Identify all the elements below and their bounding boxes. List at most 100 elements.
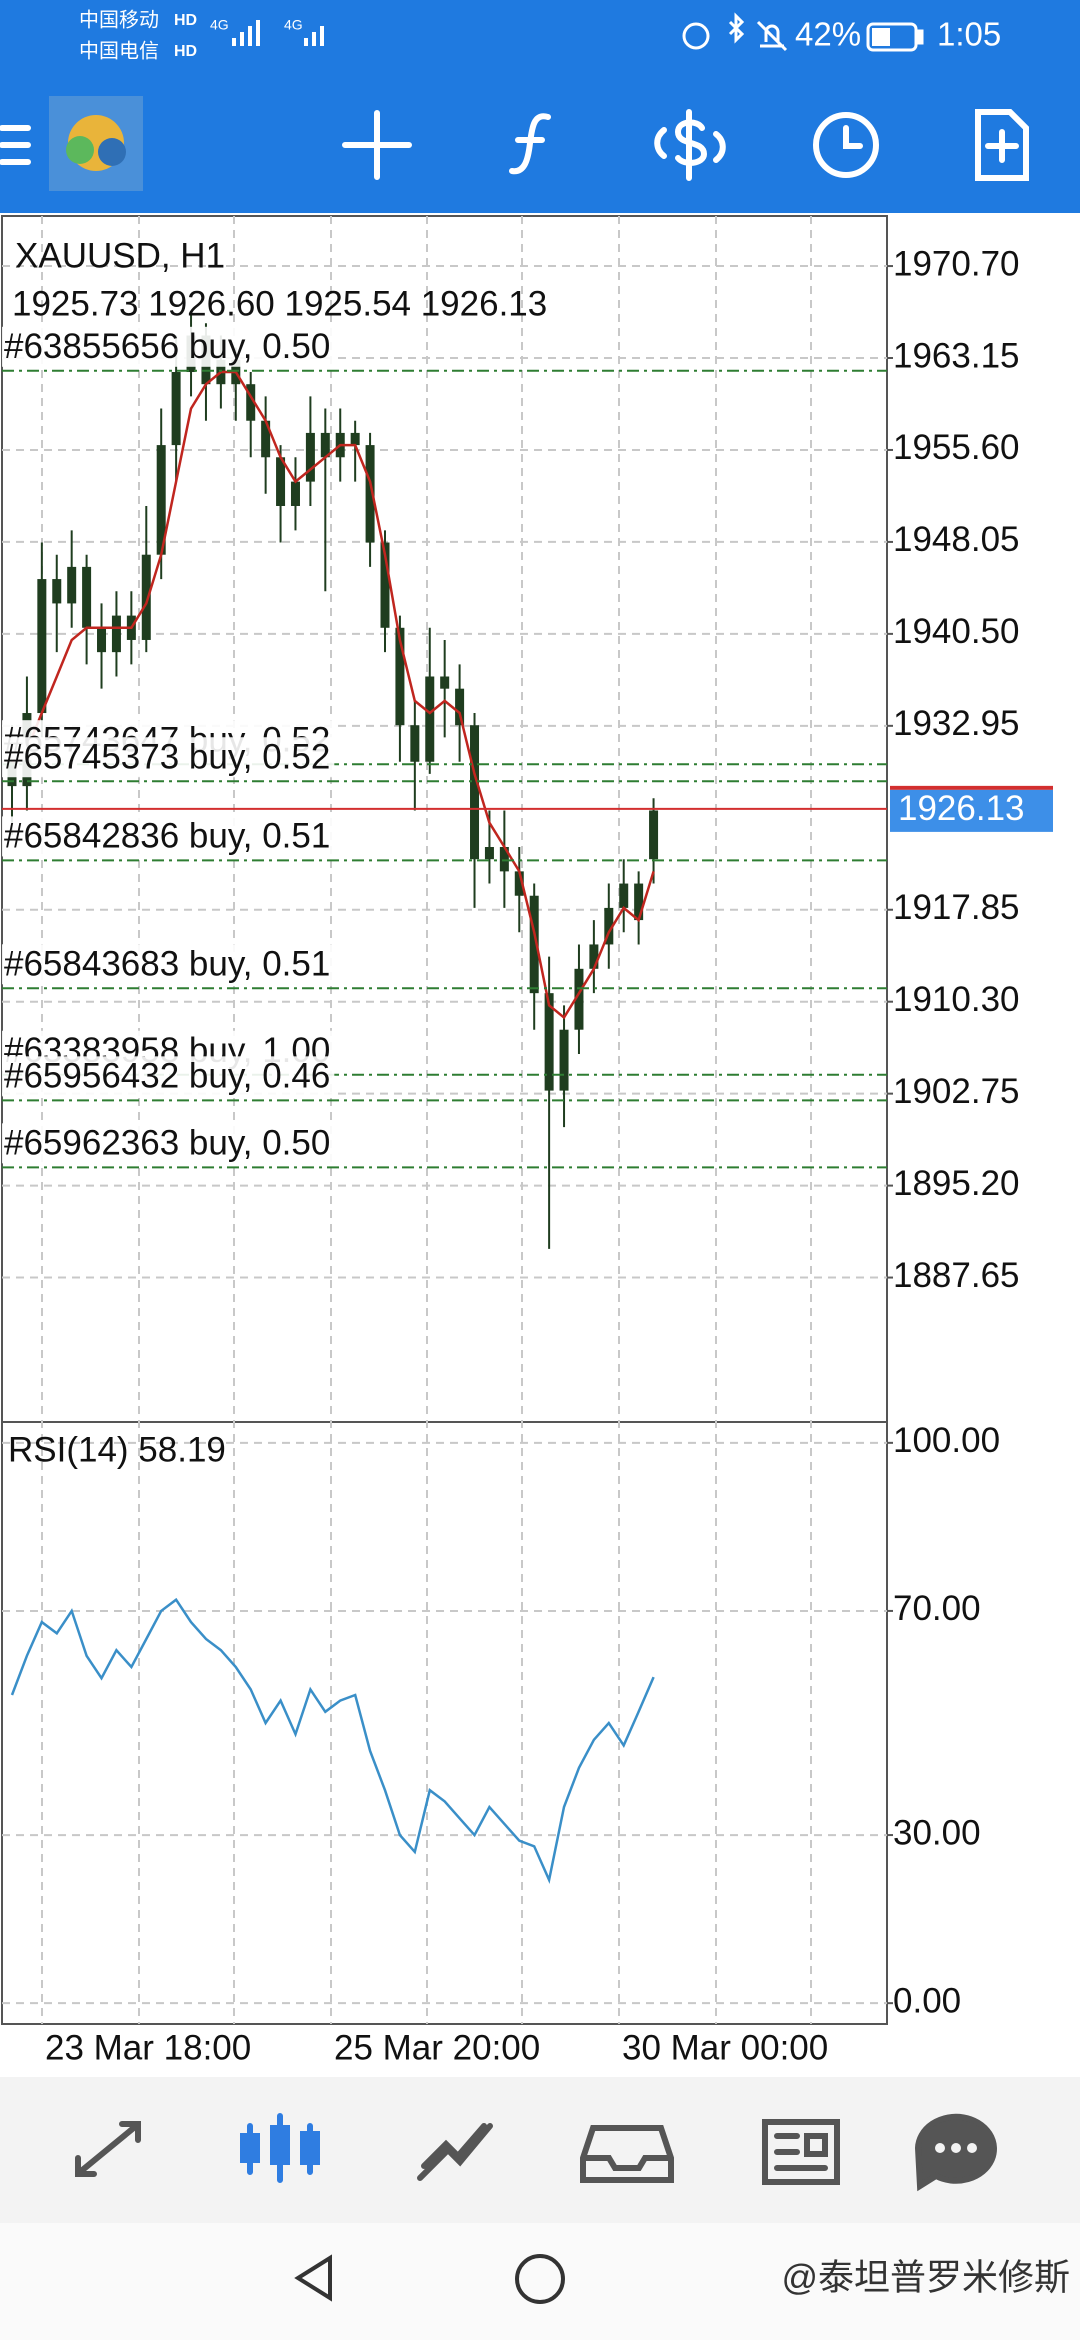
candle-body xyxy=(37,579,47,714)
candle-body xyxy=(67,566,77,604)
candle-body xyxy=(111,615,121,653)
y-tick-label: 30.00 xyxy=(893,1813,981,1852)
candle-body xyxy=(559,1029,569,1091)
order-label: #65956432 buy, 0.46 xyxy=(4,1057,330,1096)
candle-body xyxy=(425,676,435,762)
candle-body xyxy=(440,676,450,689)
y-tick-label: 1917.85 xyxy=(893,888,1020,927)
order-label: #65842836 buy, 0.51 xyxy=(4,817,330,856)
order-label: #65745373 buy, 0.52 xyxy=(4,737,330,776)
order-label: #63855656 buy, 0.50 xyxy=(4,327,330,366)
label-bg xyxy=(2,1056,335,1097)
quotes-tab[interactable] xyxy=(75,2121,141,2177)
candle-body xyxy=(604,907,614,945)
chart-frame xyxy=(1,215,888,2025)
chart-content: 1970.70 1963.15 1955.60 1948.05 1940.50 1932.… xyxy=(2,216,1053,2024)
candle-body xyxy=(634,883,644,921)
indicators-button[interactable] xyxy=(509,113,551,175)
order-label: #65843683 buy, 0.51 xyxy=(4,945,330,984)
candle-body xyxy=(156,445,166,555)
news-tab[interactable] xyxy=(762,2119,840,2185)
home-button[interactable] xyxy=(515,2254,565,2304)
battery: 42% xyxy=(795,16,861,53)
y-tick-label: 1948.05 xyxy=(893,520,1020,559)
candle-body xyxy=(141,554,151,640)
price-box xyxy=(890,789,1053,832)
price-label: 1926.13 xyxy=(898,789,1025,828)
candle-body xyxy=(484,847,494,860)
candle-body xyxy=(380,542,390,628)
candle-body xyxy=(499,847,509,872)
y-tick-label: 1902.75 xyxy=(893,1072,1020,1111)
app-logo[interactable] xyxy=(49,96,143,191)
label-bg xyxy=(2,816,335,857)
candle-body xyxy=(514,871,524,896)
hd-badge: HD xyxy=(174,43,197,60)
moving-average xyxy=(11,370,655,1020)
trade-button[interactable] xyxy=(654,109,726,181)
y-tick-label: 70.00 xyxy=(893,1589,981,1628)
y-tick-label: 1895.20 xyxy=(893,1164,1020,1203)
back-button[interactable] xyxy=(294,2254,332,2302)
chart-title: XAUUSD, H1 xyxy=(15,236,225,275)
system-nav xyxy=(0,2223,1080,2340)
candle-body xyxy=(320,432,330,458)
candle-body xyxy=(246,384,256,421)
candle-body xyxy=(455,688,465,726)
new-order-button[interactable] xyxy=(975,109,1029,181)
y-tick-label: 0.00 xyxy=(893,1981,961,2020)
candle-body xyxy=(574,968,584,1030)
y-tick-label: 1955.60 xyxy=(893,428,1020,467)
toolbar xyxy=(0,96,1029,191)
y-tick-label: 1940.50 xyxy=(893,612,1020,651)
network: 4G xyxy=(284,17,303,33)
candle-body xyxy=(470,725,480,860)
app-bar xyxy=(0,0,1080,213)
carrier: 中国电信 xyxy=(79,39,159,62)
signal-icons xyxy=(232,20,324,46)
y-tick-label: 1932.95 xyxy=(893,704,1020,743)
history-tab[interactable] xyxy=(580,2125,674,2183)
candle-body xyxy=(619,883,629,908)
candle-body xyxy=(290,481,300,506)
crosshair-button[interactable] xyxy=(342,110,412,180)
clock: 1:05 xyxy=(937,16,1001,53)
chart-tab[interactable] xyxy=(240,2113,320,2183)
period-button[interactable] xyxy=(813,112,879,178)
candle-body xyxy=(305,432,315,482)
network: 4G xyxy=(210,17,229,33)
candle-body xyxy=(544,993,554,1091)
x-tick-label: 23 Mar 18:00 xyxy=(45,2028,251,2067)
rsi-title: RSI(14) 58.19 xyxy=(8,1430,226,1469)
y-tick-label: 1887.65 xyxy=(893,1256,1020,1295)
watermark: @泰坦普罗米修斯 xyxy=(781,2257,1070,2298)
label-bg xyxy=(2,1123,335,1164)
candle-body xyxy=(97,627,107,653)
hd-badge: HD xyxy=(174,12,197,29)
candle-body xyxy=(529,895,539,994)
y-tick-label: 100.00 xyxy=(893,1421,1000,1460)
bottom-nav xyxy=(0,2077,1080,2223)
candle-body xyxy=(52,579,62,604)
candle-body xyxy=(82,566,92,628)
carrier: 中国移动 xyxy=(79,8,159,31)
ohlc-text: 1925.73 1926.60 1925.54 1926.13 xyxy=(12,284,547,323)
candle-body xyxy=(171,372,181,446)
candle-body xyxy=(410,725,420,762)
x-tick-label: 25 Mar 20:00 xyxy=(334,2028,540,2067)
candle-body xyxy=(350,432,360,446)
status-icons xyxy=(682,12,924,52)
label-bg xyxy=(2,737,335,778)
menu-button[interactable] xyxy=(0,125,31,165)
y-tick-label: 1910.30 xyxy=(893,980,1020,1019)
trade-tab[interactable] xyxy=(417,2123,493,2181)
y-tick-label: 1970.70 xyxy=(893,244,1020,283)
candle-body xyxy=(365,445,375,543)
candle-body xyxy=(276,457,286,506)
x-tick-label: 30 Mar 00:00 xyxy=(622,2028,828,2067)
y-tick-label: 1963.15 xyxy=(893,336,1020,375)
candle-body xyxy=(261,420,271,458)
rsi-line xyxy=(10,1597,655,1884)
